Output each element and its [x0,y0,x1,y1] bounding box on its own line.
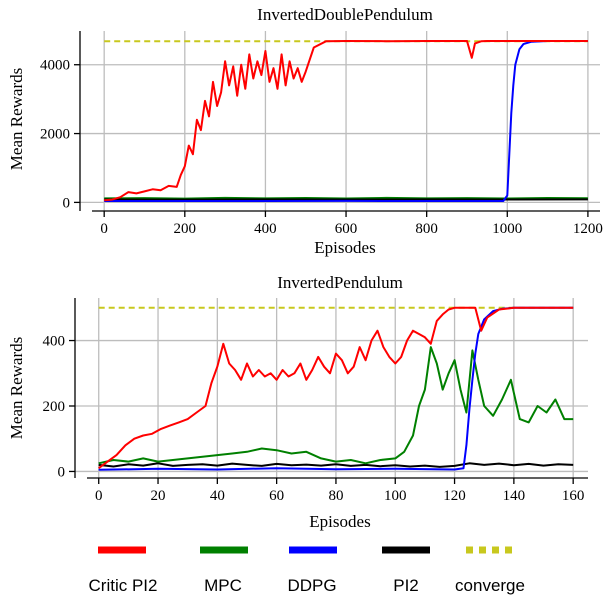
y-tick-label: 200 [43,399,66,415]
series-line-critic-pi2 [98,306,574,470]
y-tick-label: 400 [43,334,66,350]
legend-label-converge: converge [455,576,525,595]
x-tick-label: 60 [269,488,284,504]
x-axis-label: Episodes [314,238,375,257]
x-tick-label: 100 [384,488,407,504]
x-tick-label: 20 [151,488,166,504]
x-tick-label: 40 [210,488,225,504]
legend-label-mpc: MPC [204,576,242,595]
series-line-pi2 [98,462,574,468]
y-tick-label: 0 [63,195,71,211]
x-tick-label: 160 [562,488,585,504]
legend-label-ddpg: DDPG [287,576,336,595]
y-tick-label: 0 [58,464,66,480]
y-tick-label: 4000 [40,58,70,74]
y-axis-label: Mean Rewards [7,337,26,439]
x-tick-label: 400 [254,221,277,237]
y-tick-label: 2000 [40,127,70,143]
chart-title: InvertedPendulum [277,273,403,292]
legend-label-pi2: PI2 [393,576,419,595]
x-tick-label: 80 [328,488,343,504]
series-line-ddpg [104,40,588,202]
legend-label-critic-pi2: Critic PI2 [89,576,158,595]
y-axis-label: Mean Rewards [7,68,26,170]
x-tick-label: 800 [415,221,438,237]
x-tick-label: 600 [335,221,358,237]
chart-inverted-double-pendulum: InvertedDoublePendulum 0 200 400 600 800 1000… [7,5,603,257]
x-tick-label: 120 [443,488,466,504]
x-tick-label: 140 [503,488,526,504]
x-tick-label: 1200 [573,221,603,237]
x-tick-label: 0 [100,221,108,237]
series-line-mpc [98,346,574,465]
chart-inverted-pendulum: InvertedPendulum 0 20 40 60 80 100 120 140 160 0 2… [7,273,588,531]
series-line-critic-pi2 [104,40,588,202]
chart-title: InvertedDoublePendulum [257,5,433,24]
x-tick-label: 0 [95,488,103,504]
x-tick-label: 200 [174,221,197,237]
x-axis-label: Episodes [309,512,370,531]
x-tick-label: 1000 [492,221,522,237]
legend: Critic PI2 MPC DDPG PI2 converge [89,546,525,595]
